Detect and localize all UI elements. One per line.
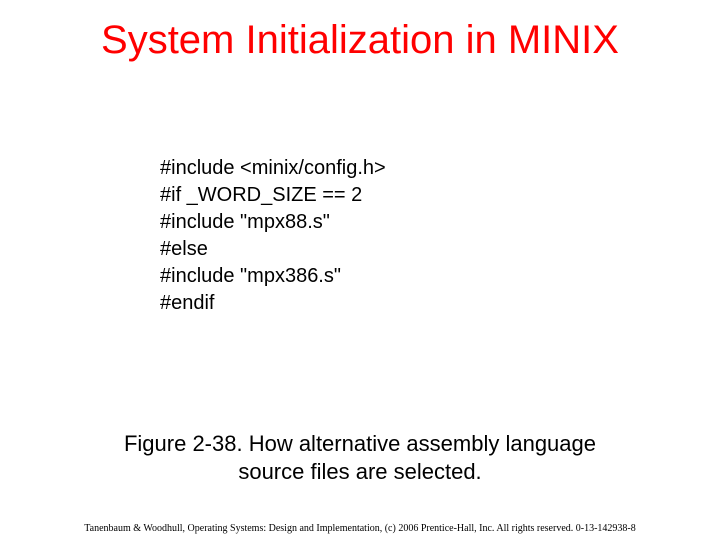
code-line: #include "mpx88.s" <box>160 209 560 236</box>
slide-title: System Initialization in MINIX <box>0 0 720 63</box>
code-line: #if _WORD_SIZE == 2 <box>160 182 560 209</box>
caption-line1: Figure 2-38. How alternative assembly la… <box>124 431 596 456</box>
code-line: #include "mpx386.s" <box>160 263 560 290</box>
code-line: #else <box>160 236 560 263</box>
caption-line2: source files are selected. <box>238 459 481 484</box>
slide-container: System Initialization in MINIX #include … <box>0 0 720 540</box>
code-block: #include <minix/config.h> #if _WORD_SIZE… <box>160 155 560 317</box>
copyright-footer: Tanenbaum & Woodhull, Operating Systems:… <box>0 523 720 534</box>
code-line: #include <minix/config.h> <box>160 155 560 182</box>
figure-caption: Figure 2-38. How alternative assembly la… <box>0 430 720 485</box>
code-line: #endif <box>160 290 560 317</box>
